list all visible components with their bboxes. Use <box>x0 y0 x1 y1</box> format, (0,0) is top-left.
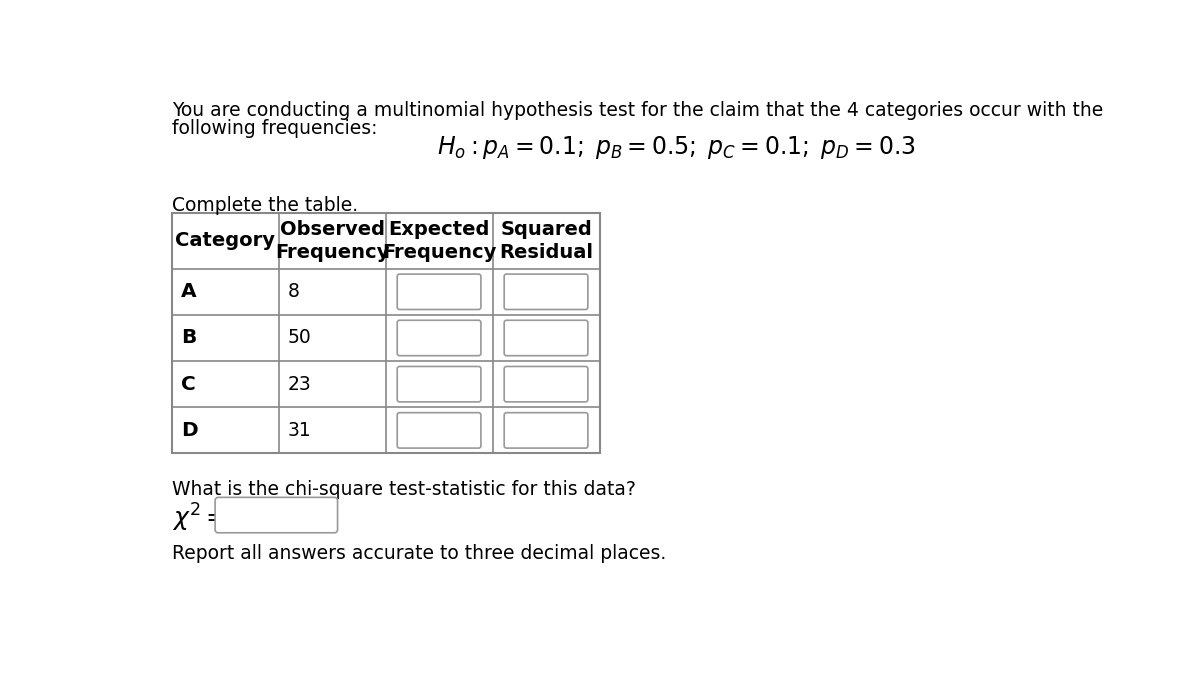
FancyBboxPatch shape <box>397 412 481 448</box>
Text: D: D <box>181 421 198 440</box>
Text: Category: Category <box>175 231 275 250</box>
FancyBboxPatch shape <box>397 366 481 402</box>
Text: $\chi^2 =$: $\chi^2 =$ <box>172 502 226 534</box>
Text: Observed
Frequency: Observed Frequency <box>275 220 389 262</box>
FancyBboxPatch shape <box>397 274 481 310</box>
Text: C: C <box>181 375 196 394</box>
Text: Complete the table.: Complete the table. <box>172 196 358 215</box>
Text: B: B <box>181 329 197 347</box>
Text: A: A <box>181 282 197 301</box>
Text: 23: 23 <box>288 375 312 394</box>
Text: Expected
Frequency: Expected Frequency <box>382 220 497 262</box>
Text: Squared
Residual: Squared Residual <box>499 220 593 262</box>
Text: You are conducting a multinomial hypothesis test for the claim that the 4 catego: You are conducting a multinomial hypothe… <box>172 101 1103 120</box>
FancyBboxPatch shape <box>504 274 588 310</box>
FancyBboxPatch shape <box>504 412 588 448</box>
Bar <box>172 213 600 454</box>
Text: following frequencies:: following frequencies: <box>172 120 377 138</box>
FancyBboxPatch shape <box>504 320 588 356</box>
FancyBboxPatch shape <box>504 366 588 402</box>
Text: 31: 31 <box>288 421 312 440</box>
Text: What is the chi-square test-statistic for this data?: What is the chi-square test-statistic fo… <box>172 480 636 499</box>
Text: $\mathit{H}_o : p_A = 0.1;\; p_B = 0.5;\; p_C = 0.1;\; p_D = 0.3$: $\mathit{H}_o : p_A = 0.1;\; p_B = 0.5;\… <box>437 134 916 161</box>
Text: 50: 50 <box>288 329 312 347</box>
FancyBboxPatch shape <box>215 498 337 533</box>
FancyBboxPatch shape <box>397 320 481 356</box>
Text: 8: 8 <box>288 282 300 301</box>
Text: Report all answers accurate to three decimal places.: Report all answers accurate to three dec… <box>172 545 666 563</box>
